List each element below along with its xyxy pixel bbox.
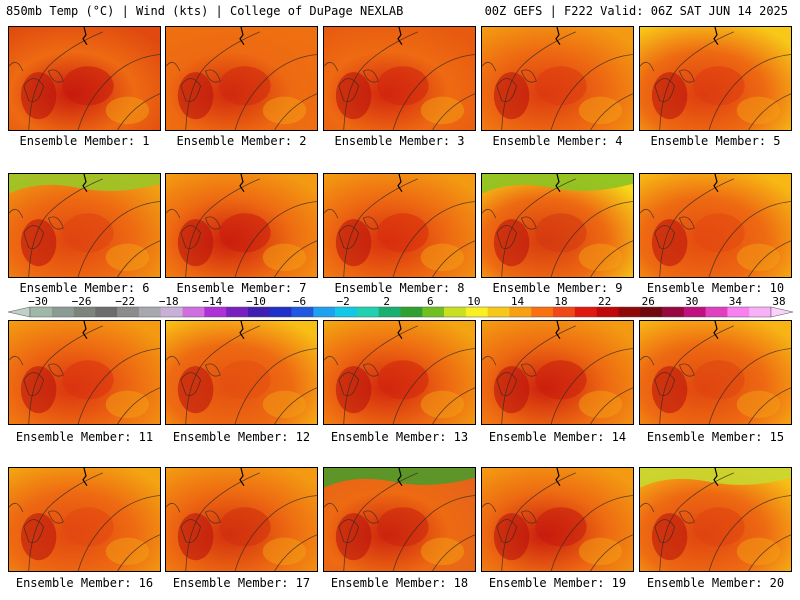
ensemble-map-19 — [481, 467, 634, 572]
color-swatch — [705, 307, 728, 317]
ensemble-member-label: Ensemble Member: 3 — [334, 134, 465, 148]
ensemble-member-label: Ensemble Member: 8 — [334, 281, 465, 295]
color-swatch — [356, 307, 380, 317]
ensemble-member-label: Ensemble Member: 15 — [646, 430, 785, 444]
ensemble-member-label: Ensemble Member: 6 — [19, 281, 150, 295]
ensemble-map-14 — [481, 320, 634, 425]
ensemble-member-label: Ensemble Member: 17 — [172, 576, 311, 590]
scale-tick-label: 18 — [554, 296, 567, 308]
color-swatch — [247, 307, 271, 317]
ensemble-member-label: Ensemble Member: 12 — [172, 430, 311, 444]
scale-tick-label: −26 — [72, 296, 92, 308]
color-swatch — [596, 307, 619, 317]
color-swatch — [444, 307, 467, 317]
ensemble-member-label: Ensemble Member: 2 — [176, 134, 307, 148]
ensemble-member-label: Ensemble Member: 13 — [330, 430, 469, 444]
scale-tick-label: 26 — [642, 296, 655, 308]
scale-tick-label: −2 — [336, 296, 349, 308]
scale-tick-label: 2 — [383, 296, 390, 308]
ensemble-map-2 — [165, 26, 318, 131]
color-swatch — [226, 307, 249, 317]
color-swatch — [683, 307, 706, 317]
ensemble-map-6 — [8, 173, 161, 278]
ensemble-member-label: Ensemble Member: 10 — [646, 281, 785, 295]
ensemble-map-8 — [323, 173, 476, 278]
ensemble-member-label: Ensemble Member: 7 — [176, 281, 307, 295]
scale-tick-label: 14 — [511, 296, 525, 308]
ensemble-map-10 — [639, 173, 792, 278]
ensemble-member-label: Ensemble Member: 19 — [488, 576, 627, 590]
color-swatch — [509, 307, 532, 317]
color-swatch — [138, 307, 162, 317]
map-title: 850mb Temp (°C) | Wind (kts) | College o… — [6, 4, 404, 18]
scale-tick-label: 34 — [729, 296, 743, 308]
ensemble-map-18 — [323, 467, 476, 572]
ensemble-map-9 — [481, 173, 634, 278]
color-swatch — [335, 307, 358, 317]
scale-tick-label: −6 — [293, 296, 306, 308]
ensemble-member-label: Ensemble Member: 11 — [15, 430, 154, 444]
scale-arrow-left — [8, 306, 31, 318]
color-swatch — [727, 307, 750, 317]
color-swatch — [553, 307, 576, 317]
scale-tick-label: 10 — [467, 296, 480, 308]
color-swatch — [662, 307, 685, 317]
scale-tick-label: 38 — [772, 296, 785, 308]
ensemble-map-15 — [639, 320, 792, 425]
model-run-info: 00Z GEFS | F222 Valid: 06Z SAT JUN 14 20… — [484, 4, 788, 18]
ensemble-map-16 — [8, 467, 161, 572]
color-swatch — [30, 307, 53, 317]
color-swatch — [400, 307, 423, 317]
scale-tick-label: 6 — [427, 296, 434, 308]
color-swatch — [574, 307, 597, 317]
color-swatch — [749, 307, 772, 317]
scale-tick-label: −18 — [159, 296, 179, 308]
ensemble-member-label: Ensemble Member: 5 — [650, 134, 781, 148]
ensemble-member-label: Ensemble Member: 1 — [19, 134, 150, 148]
scale-tick-label: −30 — [28, 296, 48, 308]
color-swatch — [182, 307, 205, 317]
ensemble-member-label: Ensemble Member: 16 — [15, 576, 154, 590]
color-swatch — [117, 307, 140, 317]
ensemble-member-label: Ensemble Member: 9 — [492, 281, 623, 295]
scale-tick-label: 30 — [685, 296, 698, 308]
color-swatch — [73, 307, 96, 317]
scale-arrow-right — [770, 306, 793, 318]
color-swatch — [160, 307, 183, 317]
ensemble-map-4 — [481, 26, 634, 131]
scale-tick-label: 22 — [598, 296, 611, 308]
color-swatch — [487, 307, 510, 317]
color-swatch — [269, 307, 292, 317]
temperature-color-scale: −30 −26 −22 −18 −14 −10 −6 −2 2 6 10 14 18 22 26 30 34 38… — [8, 296, 793, 318]
ensemble-map-11 — [8, 320, 161, 425]
ensemble-map-12 — [165, 320, 318, 425]
color-swatch — [51, 307, 74, 317]
ensemble-member-label: Ensemble Member: 4 — [492, 134, 623, 148]
color-swatch — [531, 307, 554, 317]
ensemble-map-5 — [639, 26, 792, 131]
ensemble-member-label: Ensemble Member: 18 — [330, 576, 469, 590]
color-swatch — [422, 307, 445, 317]
color-swatch — [465, 307, 488, 317]
color-swatch — [640, 307, 663, 317]
ensemble-map-17 — [165, 467, 318, 572]
ensemble-map-3 — [323, 26, 476, 131]
ensemble-map-20 — [639, 467, 792, 572]
scale-tick-label: −22 — [115, 296, 135, 308]
ensemble-member-label: Ensemble Member: 20 — [646, 576, 785, 590]
ensemble-map-7 — [165, 173, 318, 278]
scale-tick-label: −10 — [246, 296, 266, 308]
color-swatch — [291, 307, 314, 317]
color-swatch — [204, 307, 227, 317]
ensemble-member-label: Ensemble Member: 14 — [488, 430, 627, 444]
ensemble-map-13 — [323, 320, 476, 425]
color-swatch — [618, 307, 641, 317]
color-swatch — [95, 307, 118, 317]
scale-tick-label: −14 — [202, 296, 222, 308]
ensemble-map-1 — [8, 26, 161, 131]
color-swatch — [378, 307, 401, 317]
color-swatch — [313, 307, 336, 317]
